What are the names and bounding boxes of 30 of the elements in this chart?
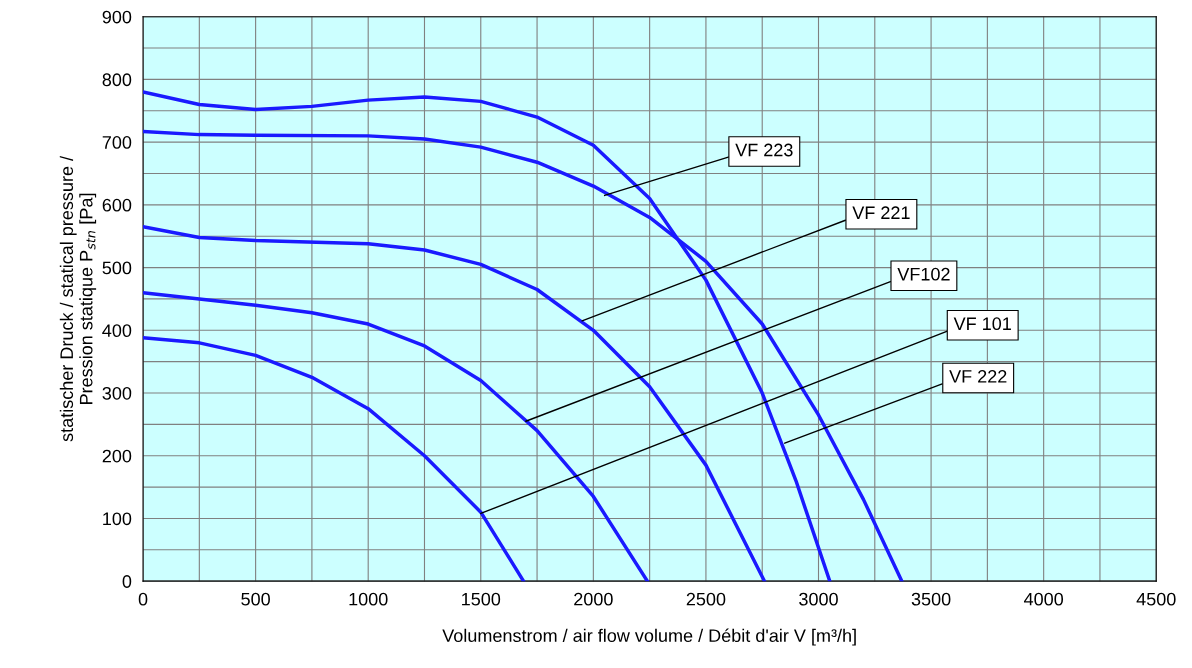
y-tick-label: 700 [102,136,132,149]
annotation: VF 101 [953,317,1011,331]
line-series [143,336,526,582]
x-tick-label: 2500 [686,592,726,606]
y-tick-label: 100 [103,512,132,526]
x-tick-label: 4500 [1136,592,1176,606]
y-tick-label: 900 [102,10,132,24]
x-tick-label: 4000 [1024,592,1064,606]
x-tick-label: 3500 [911,592,951,606]
annotation: VF 222 [949,370,1007,383]
y-tick-label: 500 [102,261,132,275]
line-series [143,290,650,582]
y-axis-title: statischer Druck / statical pressure / Pression statique P$_{stn}$ [Pa] [59,155,97,442]
x-tick-label: 500 [241,592,270,606]
x-tick-label: 2000 [574,592,613,606]
annotation: VF 221 [852,206,910,219]
annotation: VF102 [897,267,950,281]
y-tick-label: 600 [102,198,132,212]
y-tick-label: 0 [122,575,132,588]
y-tick-label: 400 [102,324,132,338]
x-tick-label: 0 [138,592,148,606]
x-axis-title: Volumenstrom / air flow volume / Débit d'air V [m³/h] [442,628,856,646]
line-series [143,225,767,582]
y-tick-label: 300 [102,386,132,400]
x-tick-label: 3000 [799,592,838,606]
x-tick-label: 1000 [349,592,388,606]
y-tick-label: 800 [102,73,132,87]
annotation: VF 223 [735,143,793,157]
y-tick-label: 200 [102,449,132,463]
x-tick-label: 1500 [462,592,501,606]
